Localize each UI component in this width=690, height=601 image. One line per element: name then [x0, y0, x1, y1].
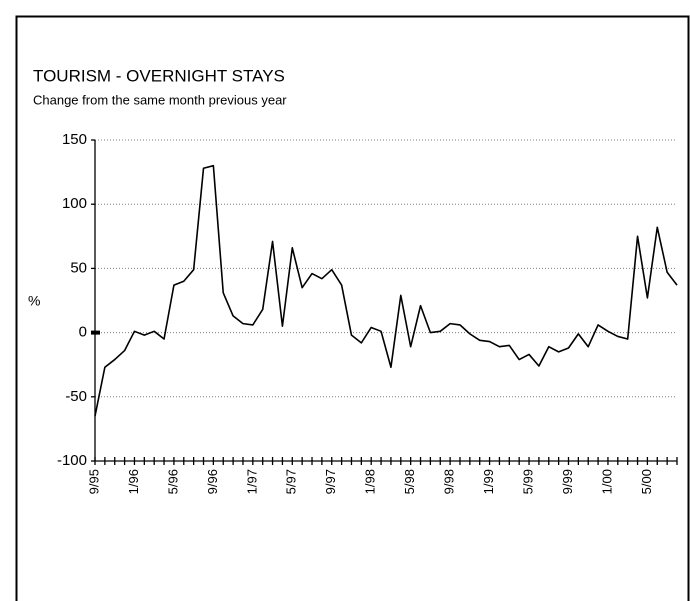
y-axis-label: % — [28, 293, 40, 309]
x-tick-label: 1/99 — [481, 469, 496, 494]
y-tick-label: 0 — [79, 324, 87, 341]
x-tick-label: 5/98 — [402, 469, 417, 494]
x-tick-label: 1/97 — [244, 469, 259, 494]
chart-title: TOURISM - OVERNIGHT STAYS — [33, 66, 285, 85]
x-tick-label: 5/99 — [520, 469, 535, 494]
x-tick-label: 9/95 — [86, 469, 101, 494]
x-tick-label: 9/99 — [560, 469, 575, 494]
data-line — [94, 164, 678, 417]
x-tick-label: 1/96 — [126, 469, 141, 494]
x-tick-label: 5/96 — [165, 469, 180, 494]
y-tick-label: 150 — [62, 131, 87, 148]
y-tick-label: 100 — [62, 195, 87, 212]
y-tick-label: -50 — [65, 388, 87, 405]
x-tick-label: 9/96 — [205, 469, 220, 494]
chart-subtitle: Change from the same month previous year — [33, 92, 287, 107]
x-tick-label: 9/98 — [442, 469, 457, 494]
x-tick-label: 5/97 — [284, 469, 299, 494]
x-tick-label: 9/97 — [323, 469, 338, 494]
x-tick-label: 5/00 — [639, 469, 654, 494]
frame — [15, 15, 690, 601]
x-tick-label: 1/98 — [363, 469, 378, 494]
y-tick-label: 50 — [70, 259, 87, 276]
x-tick-label: 1/00 — [599, 469, 614, 494]
y-tick-label: -100 — [57, 452, 87, 469]
